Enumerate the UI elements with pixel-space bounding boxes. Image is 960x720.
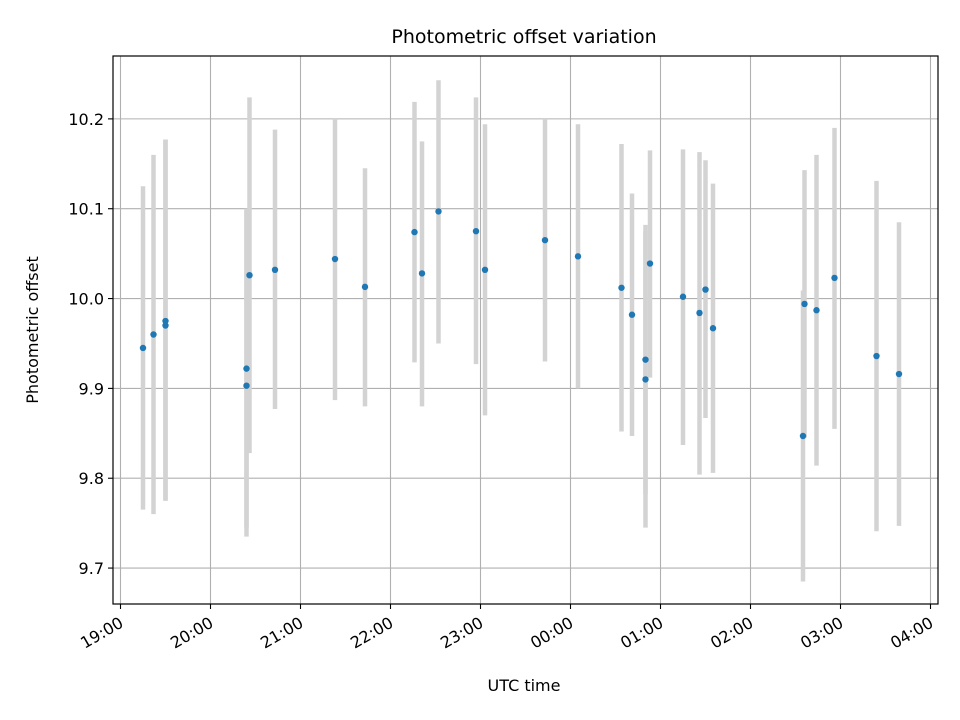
- data-point: [831, 274, 838, 282]
- data-point: [709, 325, 717, 332]
- data-point: [696, 309, 703, 317]
- data-point: [472, 227, 480, 235]
- y-tick-label: 9.8: [79, 469, 104, 488]
- y-axis-title: Photometric offset: [23, 256, 42, 404]
- data-point: [646, 260, 654, 267]
- data-point: [702, 286, 709, 293]
- data-point: [801, 300, 808, 308]
- data-point: [481, 266, 489, 274]
- data-point: [873, 352, 880, 360]
- data-point: [895, 370, 903, 378]
- data-point: [162, 322, 169, 329]
- data-point: [243, 382, 250, 389]
- data-point: [411, 228, 418, 236]
- data-point: [162, 317, 169, 325]
- data-point: [243, 365, 250, 372]
- data-point: [361, 283, 369, 291]
- data-point: [642, 356, 649, 363]
- data-point: [271, 266, 279, 274]
- y-tick-label: 9.9: [79, 379, 104, 398]
- data-point: [435, 208, 442, 215]
- y-tick-label: 10.1: [68, 200, 104, 219]
- plot-frame: [112, 55, 939, 605]
- data-point: [618, 284, 625, 291]
- chart-title: Photometric offset variation: [391, 26, 656, 48]
- data-point: [418, 270, 426, 277]
- y-tick-label: 10.0: [68, 290, 104, 309]
- data-point: [799, 432, 807, 440]
- data-point: [541, 236, 549, 244]
- y-axis: 9.7 9.8 9.9 10.0 10.1 10.2: [68, 110, 113, 578]
- data-point: [679, 293, 687, 300]
- data-point: [246, 272, 253, 279]
- data-point: [642, 376, 649, 383]
- data-point: [628, 311, 636, 318]
- data-points: [139, 208, 903, 440]
- y-tick-label: 10.2: [68, 110, 104, 129]
- data-point: [813, 307, 820, 314]
- data-point: [139, 344, 147, 352]
- y-tick-label: 9.7: [79, 559, 104, 578]
- data-point: [574, 253, 582, 260]
- x-axis-title: UTC time: [488, 676, 561, 695]
- data-point: [150, 331, 157, 338]
- data-point: [331, 255, 339, 263]
